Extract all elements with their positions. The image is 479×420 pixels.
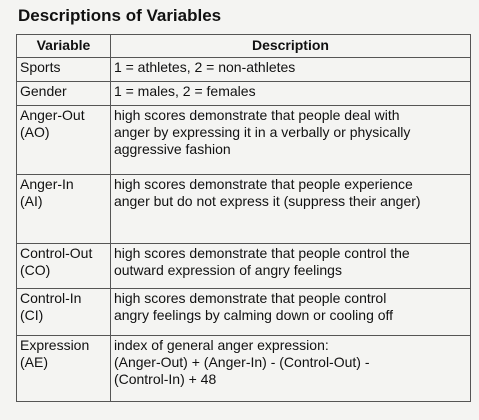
table-row: Sports 1 = athletes, 2 = non-athletes [16,57,472,82]
variable-cell: Anger-In (AI) [16,174,111,244]
variable-cell: Control-Out (CO) [16,243,111,289]
table-row: Anger-In (AI) high scores demonstrate th… [16,174,472,244]
table-header-row: Variable Description [16,34,472,58]
description-cell: 1 = males, 2 = females [109,81,472,106]
description-cell: index of general anger expression: (Ange… [109,335,472,402]
variables-table: Variable Description Sports 1 = athletes… [16,34,472,402]
description-cell: high scores demonstrate that people cont… [109,243,472,289]
variable-cell: Sports [16,57,111,82]
column-header-description: Description [109,34,472,58]
description-cell: high scores demonstrate that people deal… [109,105,472,175]
variable-cell: Expression (AE) [16,335,111,402]
table-row: Control-In (CI) high scores demonstrate … [16,288,472,336]
description-cell: 1 = athletes, 2 = non-athletes [109,57,472,82]
variable-cell: Anger-Out (AO) [16,105,111,175]
variable-cell: Control-In (CI) [16,288,111,336]
variable-cell: Gender [16,81,111,106]
table-row: Expression (AE) index of general anger e… [16,335,472,402]
table-row: Anger-Out (AO) high scores demonstrate t… [16,105,472,175]
table-row: Gender 1 = males, 2 = females [16,81,472,106]
column-header-variable: Variable [16,34,111,58]
description-cell: high scores demonstrate that people expe… [109,174,472,244]
description-cell: high scores demonstrate that people cont… [109,288,472,336]
table-row: Control-Out (CO) high scores demonstrate… [16,243,472,289]
page-title: Descriptions of Variables [18,6,222,25]
